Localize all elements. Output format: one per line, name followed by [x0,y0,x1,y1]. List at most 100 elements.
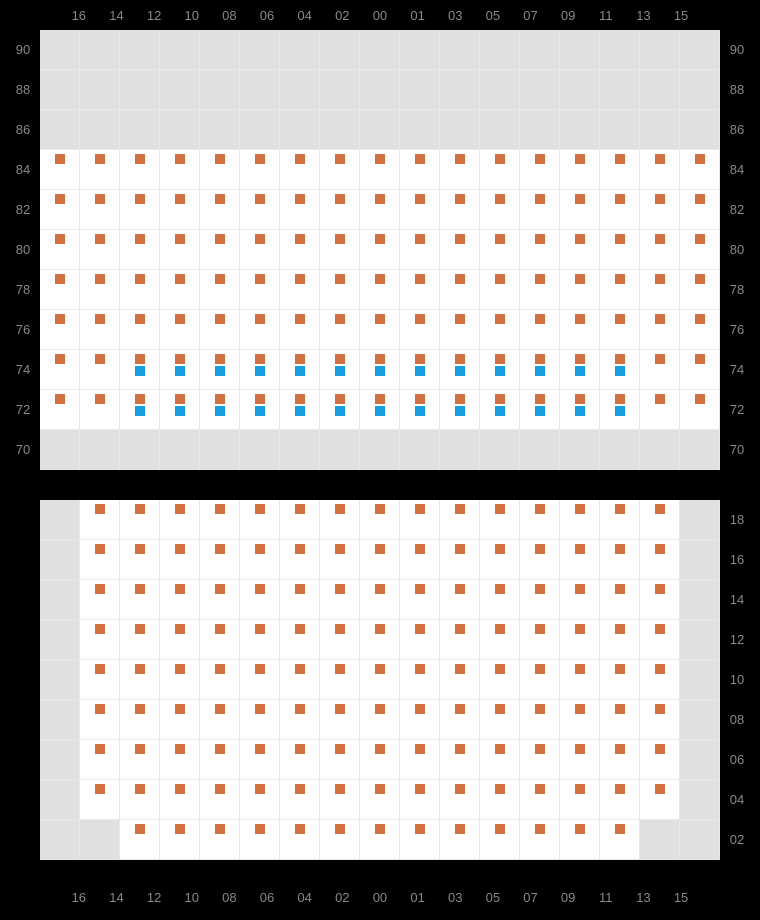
seat-marker-orange[interactable] [535,314,545,324]
seat-marker-orange[interactable] [95,664,105,674]
seat-marker-orange[interactable] [95,394,105,404]
seat-marker-orange[interactable] [415,544,425,554]
seat-marker-orange[interactable] [455,824,465,834]
seat-marker-orange[interactable] [575,664,585,674]
seat-marker-orange[interactable] [175,624,185,634]
seat-marker-orange[interactable] [135,314,145,324]
seat-marker-orange[interactable] [535,234,545,244]
seat-marker-orange[interactable] [375,394,385,404]
seat-marker-orange[interactable] [175,584,185,594]
seat-marker-orange[interactable] [375,584,385,594]
seat-marker-orange[interactable] [535,784,545,794]
seat-marker-orange[interactable] [215,624,225,634]
seat-marker-orange[interactable] [415,394,425,404]
seat-marker-orange[interactable] [455,234,465,244]
seat-marker-orange[interactable] [455,624,465,634]
seat-marker-orange[interactable] [95,624,105,634]
seat-marker-blue[interactable] [335,366,345,376]
seat-marker-orange[interactable] [495,744,505,754]
seat-marker-orange[interactable] [655,544,665,554]
seat-marker-orange[interactable] [415,354,425,364]
seat-marker-orange[interactable] [495,274,505,284]
seat-marker-orange[interactable] [335,744,345,754]
seat-marker-orange[interactable] [535,504,545,514]
seat-marker-orange[interactable] [615,154,625,164]
seat-marker-orange[interactable] [695,154,705,164]
seat-marker-blue[interactable] [575,366,585,376]
seat-marker-orange[interactable] [655,624,665,634]
seat-marker-orange[interactable] [135,354,145,364]
seat-marker-orange[interactable] [575,584,585,594]
seat-marker-orange[interactable] [135,194,145,204]
seat-marker-orange[interactable] [375,824,385,834]
seat-marker-orange[interactable] [55,194,65,204]
seat-marker-orange[interactable] [175,824,185,834]
seat-marker-orange[interactable] [455,664,465,674]
seat-marker-orange[interactable] [335,504,345,514]
seat-marker-orange[interactable] [295,274,305,284]
seat-marker-orange[interactable] [375,314,385,324]
seat-marker-orange[interactable] [655,234,665,244]
seat-marker-orange[interactable] [535,394,545,404]
seat-marker-orange[interactable] [375,744,385,754]
seat-marker-orange[interactable] [615,544,625,554]
seat-marker-orange[interactable] [175,504,185,514]
seat-marker-orange[interactable] [55,314,65,324]
seat-marker-orange[interactable] [255,354,265,364]
seat-marker-orange[interactable] [695,274,705,284]
seat-marker-orange[interactable] [655,664,665,674]
seat-marker-orange[interactable] [95,314,105,324]
seat-marker-orange[interactable] [295,664,305,674]
seat-marker-orange[interactable] [95,544,105,554]
seat-marker-orange[interactable] [215,234,225,244]
seat-marker-orange[interactable] [135,824,145,834]
seat-marker-orange[interactable] [615,504,625,514]
seat-marker-orange[interactable] [575,314,585,324]
seat-marker-orange[interactable] [615,824,625,834]
seat-marker-orange[interactable] [415,234,425,244]
seat-marker-orange[interactable] [135,504,145,514]
seat-marker-orange[interactable] [495,504,505,514]
seat-marker-blue[interactable] [135,366,145,376]
seat-marker-orange[interactable] [335,584,345,594]
seat-marker-blue[interactable] [175,406,185,416]
seat-marker-orange[interactable] [175,194,185,204]
seat-marker-orange[interactable] [215,584,225,594]
seat-marker-orange[interactable] [575,394,585,404]
seat-marker-orange[interactable] [575,274,585,284]
seat-marker-orange[interactable] [255,234,265,244]
seat-marker-orange[interactable] [695,394,705,404]
seat-marker-orange[interactable] [415,314,425,324]
seat-marker-orange[interactable] [455,274,465,284]
seat-marker-orange[interactable] [175,544,185,554]
seat-marker-orange[interactable] [415,784,425,794]
seat-marker-orange[interactable] [55,354,65,364]
seat-marker-orange[interactable] [615,234,625,244]
seat-marker-orange[interactable] [455,354,465,364]
seat-marker-orange[interactable] [455,544,465,554]
seat-marker-orange[interactable] [415,504,425,514]
seat-marker-orange[interactable] [295,624,305,634]
seat-marker-orange[interactable] [255,154,265,164]
seat-marker-orange[interactable] [495,784,505,794]
seat-marker-orange[interactable] [375,544,385,554]
seat-marker-orange[interactable] [95,584,105,594]
seat-marker-orange[interactable] [455,314,465,324]
seat-marker-orange[interactable] [55,154,65,164]
seat-marker-orange[interactable] [135,704,145,714]
seat-marker-orange[interactable] [215,704,225,714]
seat-marker-orange[interactable] [335,194,345,204]
seat-marker-blue[interactable] [335,406,345,416]
seat-marker-orange[interactable] [335,824,345,834]
seat-marker-orange[interactable] [175,394,185,404]
seat-marker-orange[interactable] [335,354,345,364]
seat-marker-orange[interactable] [295,784,305,794]
seat-marker-orange[interactable] [455,154,465,164]
seat-marker-orange[interactable] [255,274,265,284]
seat-marker-orange[interactable] [495,664,505,674]
seat-marker-orange[interactable] [255,784,265,794]
seat-marker-orange[interactable] [575,784,585,794]
seat-marker-orange[interactable] [255,544,265,554]
seat-marker-orange[interactable] [655,154,665,164]
seat-marker-blue[interactable] [455,406,465,416]
